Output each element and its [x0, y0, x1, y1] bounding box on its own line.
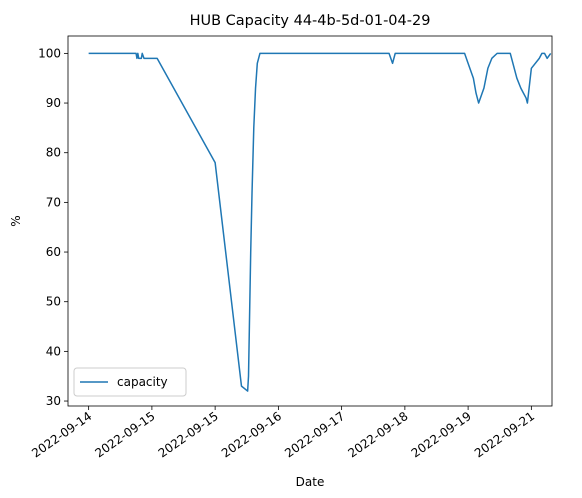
y-tick-label: 50: [46, 295, 61, 309]
y-tick-label: 70: [46, 195, 61, 209]
y-tick-label: 100: [38, 46, 61, 60]
y-axis: 30 40 50 60 70 80 90 100: [38, 46, 68, 408]
chart-title: HUB Capacity 44-4b-5d-01-04-29: [190, 13, 431, 29]
legend: capacity: [73, 367, 187, 397]
y-tick-label: 90: [46, 96, 61, 110]
x-axis-title: Date: [296, 475, 325, 489]
legend-box: [73, 367, 187, 397]
plot-area: [67, 35, 553, 407]
plot-frame: [67, 35, 553, 407]
y-tick-label: 30: [46, 394, 61, 408]
y-tick-label: 80: [46, 146, 61, 160]
y-axis-title: %: [9, 215, 23, 226]
capacity-series-line: [88, 52, 552, 392]
y-tick-label: 60: [46, 245, 61, 259]
y-tick-label: 40: [46, 344, 61, 358]
legend-label: capacity: [117, 375, 168, 389]
